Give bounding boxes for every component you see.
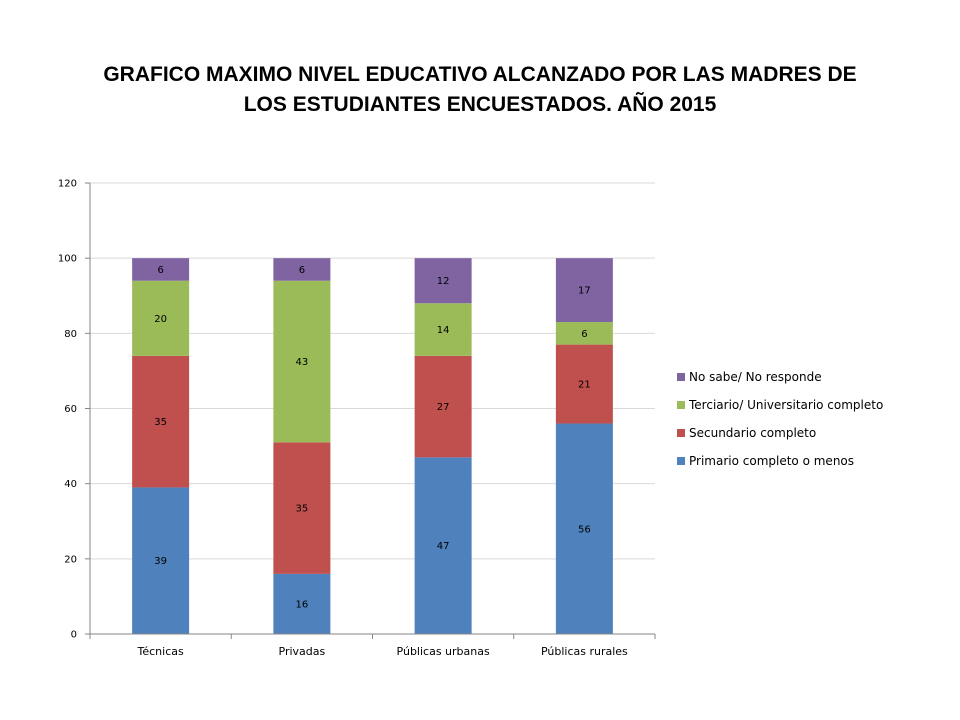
bar-segment [555,258,613,323]
bar-segment [414,355,472,458]
data-label: 47 [437,541,450,552]
legend-label: Terciario/ Universitario completo [688,398,883,412]
legend-label: No sabe/ No responde [689,370,822,384]
legend-label: Secundario completo [689,426,816,440]
data-label: 12 [437,276,450,287]
bar-segment [132,258,190,281]
bar-segment [555,423,613,634]
x-tick-label: Privadas [279,645,326,658]
y-tick-label: 40 [64,479,77,490]
legend-swatch [677,373,685,381]
bar-segment [555,322,613,345]
bar-segment [555,344,613,424]
x-tick-label: Públicas rurales [541,645,628,658]
y-tick-label: 60 [64,404,77,415]
x-tick-label: Técnicas [137,645,184,658]
legend-label: Primario completo o menos [689,454,854,468]
bar-segment [273,280,331,443]
x-tick-label: Públicas urbanas [397,645,490,658]
data-label: 14 [437,325,450,336]
data-label: 43 [296,357,309,368]
bar-segment [132,487,190,634]
bar-segment [273,258,331,281]
bar-segment [132,280,190,356]
legend: No sabe/ No responde Terciario/ Universit… [677,370,883,468]
y-tick-label: 80 [64,329,77,340]
data-label: 6 [299,265,305,276]
data-label: 20 [154,314,167,325]
y-tick-label: 120 [58,179,77,190]
data-label: 56 [578,524,591,535]
legend-swatch [677,457,685,465]
y-tick-label: 100 [58,254,77,265]
y-tick-label: 0 [71,630,77,641]
data-label: 6 [581,329,587,340]
bar-segment [414,258,472,304]
data-label: 6 [157,265,163,276]
legend-swatch [677,429,685,437]
data-label: 16 [296,599,309,610]
data-label: 17 [578,286,591,297]
legend-swatch [677,401,685,409]
bar-segment [273,573,331,634]
data-label: 35 [296,504,309,515]
bar-segment [414,303,472,356]
data-labels: 39 35 20 6 16 35 43 6 47 27 14 12 56 21 6 17 [154,265,590,610]
data-label: 27 [437,402,450,413]
data-label: 21 [578,380,591,391]
bar-segment [132,355,190,488]
y-tick-label: 20 [64,554,77,565]
bars [132,258,613,634]
axes: 0 20 40 60 80 100 120 Técnicas Privadas Públicas … [58,179,656,658]
data-label: 39 [154,556,167,567]
bar-segment [414,457,472,634]
data-label: 35 [154,417,167,428]
bar-segment [273,442,331,574]
chart-title-line-1: GRAFICO MAXIMO NIVEL EDUCATIVO ALCANZADO… [103,63,857,86]
chart-title-line-2: LOS ESTUDIANTES ENCUESTADOS. AÑO 2015 [243,93,717,116]
chart-title: GRAFICO MAXIMO NIVEL EDUCATIVO ALCANZADO… [40,60,920,120]
